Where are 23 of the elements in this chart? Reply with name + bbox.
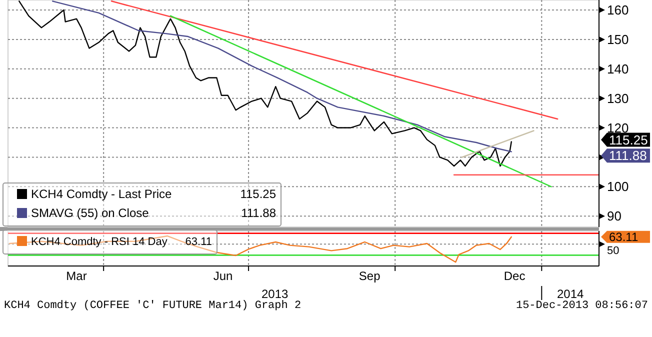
- text: 63.11: [609, 230, 638, 244]
- x-tick-label: Jun: [213, 269, 233, 283]
- text: KCH4 Comdty (COFFEE 'C' FUTURE Mar14) Graph 2: [4, 300, 302, 312]
- x-tick-label: Sep: [358, 269, 381, 283]
- x-tick-label: Mar: [66, 269, 87, 283]
- legend-label: KCH4 Comdty - RSI 14 Day: [31, 236, 168, 248]
- text: 15-Dec-2013 08:56:07: [516, 300, 648, 312]
- text: 2013: [261, 287, 288, 301]
- y-tick-label: 150: [607, 32, 629, 48]
- y-tick-label: 90: [607, 208, 622, 224]
- x-tick-label: Dec: [504, 269, 526, 283]
- annotation: 115.25: [240, 187, 276, 202]
- annotation: 111.88: [241, 206, 276, 220]
- legend-label: KCH4 Comdty - Last Price: [31, 187, 172, 202]
- text: 2014: [556, 287, 584, 301]
- text: 50: [607, 244, 620, 257]
- annotation: 63.11: [185, 236, 212, 248]
- y-tick-label: 160: [607, 2, 629, 18]
- y-tick-label: 100: [607, 179, 629, 194]
- legend-label: SMAVG (55) on Close: [31, 206, 150, 220]
- y-tick-label: 130: [607, 90, 629, 106]
- text: 111.88: [609, 148, 647, 164]
- y-tick-label: 140: [607, 61, 629, 76]
